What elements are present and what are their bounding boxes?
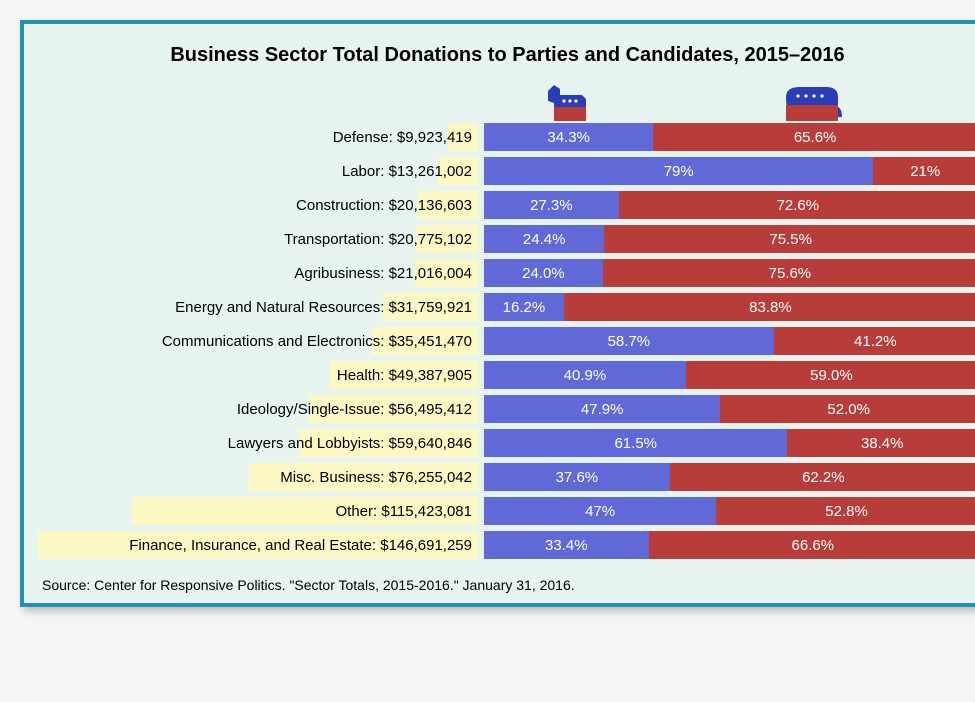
dem-segment: 34.3% <box>484 123 653 151</box>
party-split-bar: 33.4%66.6% <box>484 531 975 559</box>
dem-segment: 47.9% <box>484 395 720 423</box>
sector-label: Defense: $9,923,419 <box>333 129 478 146</box>
data-rows: Defense: $9,923,419 34.3%65.6% Labor: $13,… <box>38 123 975 559</box>
dem-segment: 24.0% <box>484 259 603 287</box>
rep-segment: 38.4% <box>787 429 975 457</box>
row-label-area: Finance, Insurance, and Real Estate: $14… <box>38 531 478 559</box>
rep-segment: 75.5% <box>604 225 975 253</box>
elephant-icon <box>652 81 975 123</box>
sector-label: Agribusiness: $21,016,004 <box>294 265 478 282</box>
data-row: Energy and Natural Resources: $31,759,92… <box>38 293 975 321</box>
row-label-area: Labor: $13,261,002 <box>38 157 478 185</box>
party-split-bar: 27.3%72.6% <box>484 191 975 219</box>
chart-inner: Business Sector Total Donations to Parti… <box>20 20 975 607</box>
sector-label: Communications and Electronics: $35,451,… <box>162 333 478 350</box>
row-label-area: Construction: $20,136,603 <box>38 191 478 219</box>
dem-segment: 27.3% <box>484 191 619 219</box>
rep-segment: 52.0% <box>720 395 975 423</box>
sector-label: Finance, Insurance, and Real Estate: $14… <box>129 537 478 554</box>
chart-title: Business Sector Total Donations to Parti… <box>38 44 975 67</box>
rep-segment: 75.6% <box>603 259 975 287</box>
row-label-area: Energy and Natural Resources: $31,759,92… <box>38 293 478 321</box>
dem-segment: 37.6% <box>484 463 670 491</box>
row-label-area: Defense: $9,923,419 <box>38 123 478 151</box>
sector-label: Construction: $20,136,603 <box>296 197 478 214</box>
party-icon-header <box>38 81 975 123</box>
chart-container: Business Sector Total Donations to Parti… <box>20 20 975 607</box>
data-row: Transportation: $20,775,102 24.4%75.5% <box>38 225 975 253</box>
row-label-area: Transportation: $20,775,102 <box>38 225 478 253</box>
source-citation: Source: Center for Responsive Politics. … <box>42 577 975 593</box>
rep-segment: 65.6% <box>653 123 975 151</box>
row-label-area: Other: $115,423,081 <box>38 497 478 525</box>
data-row: Defense: $9,923,419 34.3%65.6% <box>38 123 975 151</box>
sector-label: Lawyers and Lobbyists: $59,640,846 <box>228 435 478 452</box>
row-label-area: Health: $49,387,905 <box>38 361 478 389</box>
dem-segment: 58.7% <box>484 327 774 355</box>
sector-label: Ideology/Single-Issue: $56,495,412 <box>237 401 478 418</box>
data-row: Agribusiness: $21,016,004 24.0%75.6% <box>38 259 975 287</box>
data-row: Finance, Insurance, and Real Estate: $14… <box>38 531 975 559</box>
rep-segment: 21% <box>873 157 975 185</box>
sector-label: Other: $115,423,081 <box>336 503 479 520</box>
row-label-area: Ideology/Single-Issue: $56,495,412 <box>38 395 478 423</box>
party-split-bar: 24.0%75.6% <box>484 259 975 287</box>
party-split-bar: 37.6%62.2% <box>484 463 975 491</box>
data-row: Construction: $20,136,603 27.3%72.6% <box>38 191 975 219</box>
row-label-area: Misc. Business: $76,255,042 <box>38 463 478 491</box>
dem-segment: 61.5% <box>484 429 787 457</box>
party-split-bar: 79%21% <box>484 157 975 185</box>
rep-segment: 41.2% <box>774 327 975 355</box>
party-icons <box>484 81 975 123</box>
data-row: Labor: $13,261,002 79%21% <box>38 157 975 185</box>
data-row: Lawyers and Lobbyists: $59,640,846 61.5%3… <box>38 429 975 457</box>
dem-segment: 79% <box>484 157 873 185</box>
party-split-bar: 61.5%38.4% <box>484 429 975 457</box>
party-split-bar: 16.2%83.8% <box>484 293 975 321</box>
rep-segment: 62.2% <box>670 463 975 491</box>
data-row: Health: $49,387,905 40.9%59.0% <box>38 361 975 389</box>
row-label-area: Communications and Electronics: $35,451,… <box>38 327 478 355</box>
data-row: Other: $115,423,081 47%52.8% <box>38 497 975 525</box>
row-label-area: Agribusiness: $21,016,004 <box>38 259 478 287</box>
sector-label: Misc. Business: $76,255,042 <box>280 469 478 486</box>
party-split-bar: 58.7%41.2% <box>484 327 975 355</box>
party-split-bar: 34.3%65.6% <box>484 123 975 151</box>
rep-segment: 83.8% <box>564 293 975 321</box>
sector-label: Health: $49,387,905 <box>337 367 478 384</box>
dem-segment: 16.2% <box>484 293 564 321</box>
party-split-bar: 24.4%75.5% <box>484 225 975 253</box>
donkey-icon <box>484 81 652 123</box>
rep-segment: 72.6% <box>619 191 975 219</box>
dem-segment: 47% <box>484 497 716 525</box>
dem-segment: 40.9% <box>484 361 686 389</box>
sector-label: Labor: $13,261,002 <box>342 163 478 180</box>
rep-segment: 59.0% <box>686 361 975 389</box>
data-row: Communications and Electronics: $35,451,… <box>38 327 975 355</box>
party-split-bar: 47.9%52.0% <box>484 395 975 423</box>
rep-segment: 66.6% <box>649 531 975 559</box>
dem-segment: 24.4% <box>484 225 604 253</box>
data-row: Misc. Business: $76,255,042 37.6%62.2% <box>38 463 975 491</box>
rep-segment: 52.8% <box>716 497 975 525</box>
party-split-bar: 40.9%59.0% <box>484 361 975 389</box>
dem-segment: 33.4% <box>484 531 649 559</box>
data-row: Ideology/Single-Issue: $56,495,412 47.9%5… <box>38 395 975 423</box>
sector-label: Transportation: $20,775,102 <box>284 231 478 248</box>
row-label-area: Lawyers and Lobbyists: $59,640,846 <box>38 429 478 457</box>
sector-label: Energy and Natural Resources: $31,759,92… <box>175 299 478 316</box>
party-split-bar: 47%52.8% <box>484 497 975 525</box>
